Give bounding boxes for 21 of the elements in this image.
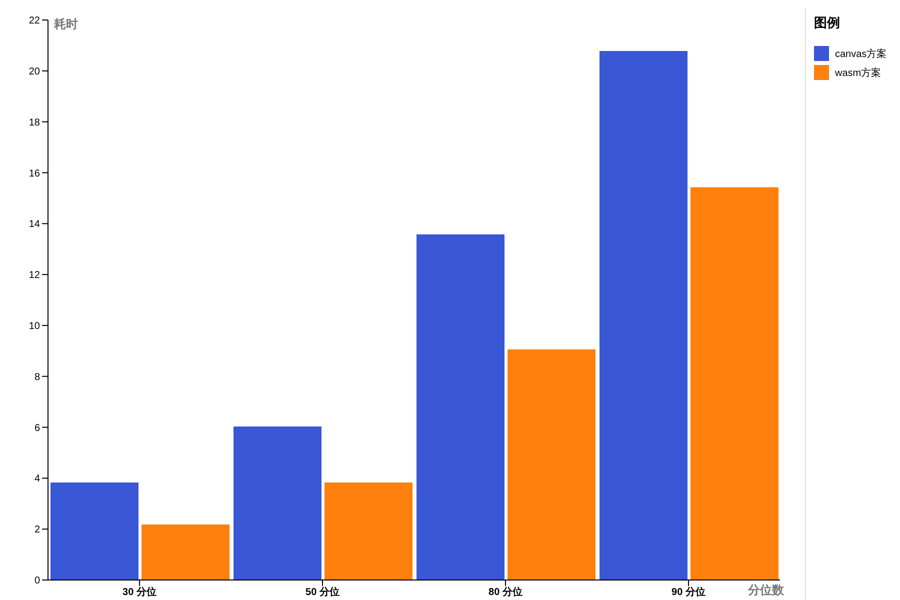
y-tick-label: 0	[34, 576, 40, 587]
y-tick-label: 22	[28, 16, 40, 27]
y-tick-label: 6	[34, 422, 40, 434]
x-tick-label: 30 分位	[122, 586, 156, 598]
x-tick-label: 90 分位	[672, 586, 706, 598]
y-tick-label: 4	[34, 474, 40, 485]
y-tick-label: 18	[28, 117, 40, 128]
x-tick-label: 50 分位	[306, 586, 340, 598]
legend-label: wasm方案	[835, 66, 882, 80]
legend-label: canvas方案	[835, 48, 887, 60]
y-tick-label: 20	[28, 66, 40, 78]
x-tick-label: 80 分位	[488, 586, 522, 598]
legend-title: 图例	[814, 14, 841, 32]
y-tick-label: 2	[34, 524, 40, 536]
y-tick-label: 14	[28, 219, 40, 230]
y-tick-label: 16	[28, 168, 40, 180]
y-tick-label: 12	[28, 270, 40, 282]
x-axis-title: 分位数	[748, 582, 784, 599]
y-axis-title: 耗时	[54, 16, 78, 33]
y-tick-label: 10	[28, 321, 40, 332]
y-tick-label: 8	[34, 372, 40, 383]
